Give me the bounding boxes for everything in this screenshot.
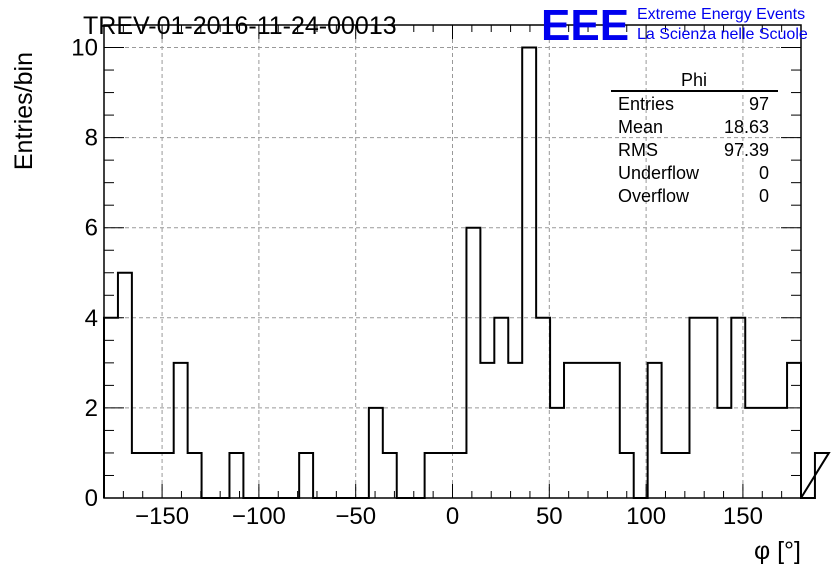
histogram-bin — [174, 363, 188, 498]
stats-label: Mean — [618, 117, 663, 137]
eee-logo: EEE — [541, 1, 629, 50]
x-tick-label: 150 — [723, 503, 763, 530]
logo-line-2: La Scienza nelle Scuole — [637, 26, 808, 43]
histogram-bin — [745, 408, 759, 498]
histogram-bin — [759, 408, 773, 498]
histogram-bin — [439, 453, 453, 498]
histogram-bin — [466, 228, 480, 498]
histogram-bin — [369, 408, 383, 498]
logo-line-1: Extreme Energy Events — [637, 6, 805, 23]
histogram-bin — [550, 408, 564, 498]
y-tick-label: 2 — [85, 395, 98, 422]
y-tick-label: 6 — [85, 215, 98, 242]
histogram-bin — [592, 363, 606, 498]
histogram-bin — [480, 363, 494, 498]
stats-value: 0 — [759, 186, 769, 206]
stats-rows: Entries 97 Mean 18.63 RMS 97.39 Underflow 0 Over… — [618, 94, 769, 206]
grid-lines — [104, 25, 801, 498]
histogram-bin — [648, 363, 662, 498]
stats-title: Phi — [681, 70, 707, 90]
histogram-bin — [815, 453, 829, 498]
x-tick-label: 50 — [536, 503, 563, 530]
histogram-bin — [229, 453, 243, 498]
stats-value: 97 — [749, 94, 769, 114]
y-axis-label: Entries/bin — [10, 52, 38, 170]
histogram-bin — [188, 453, 202, 498]
histogram-bin — [676, 453, 690, 498]
stats-box: Phi Entries 97 Mean 18.63 RMS 97.39 Underflow 0… — [611, 70, 778, 206]
x-tick-label: 100 — [626, 503, 666, 530]
y-tick-label: 4 — [85, 305, 98, 332]
stats-value: 97.39 — [724, 140, 769, 160]
histogram-bin — [662, 453, 676, 498]
histogram-bin — [773, 408, 787, 498]
x-tick-label: −100 — [232, 503, 286, 530]
histogram-bin — [606, 363, 620, 498]
x-tick-label: −50 — [335, 503, 376, 530]
x-tick-label: −150 — [135, 503, 189, 530]
histogram-bin — [425, 453, 439, 498]
histogram-bin — [717, 408, 731, 498]
stats-value: 0 — [759, 163, 769, 183]
x-axis-label: φ [°] — [754, 537, 801, 565]
histogram-bin — [508, 363, 522, 498]
stats-label: Underflow — [618, 163, 700, 183]
histogram-bin — [146, 453, 160, 498]
stats-label: Overflow — [618, 186, 690, 206]
tick-labels: −150 −100 −50 0 50 100 150 0 2 4 6 8 10 — [71, 35, 763, 530]
histogram-bin — [299, 453, 313, 498]
y-tick-label: 0 — [85, 485, 98, 512]
histogram-bin — [118, 273, 132, 498]
histogram-bin — [578, 363, 592, 498]
histogram-bin — [522, 48, 536, 498]
x-tick-label: 0 — [446, 503, 459, 530]
histogram-bars — [103, 46, 831, 499]
stats-label: Entries — [618, 94, 674, 114]
run-title: TREV-01-2016-11-24-00013 — [83, 12, 397, 40]
stats-value: 18.63 — [724, 117, 769, 137]
histogram-bin — [564, 363, 578, 498]
histogram-outline — [103, 46, 831, 499]
y-tick-label: 10 — [71, 35, 98, 62]
y-tick-label: 8 — [85, 125, 98, 152]
histogram-bin — [453, 453, 467, 498]
plot-frame — [103, 24, 802, 499]
histogram-bin — [132, 453, 146, 498]
stats-label: RMS — [618, 140, 658, 160]
